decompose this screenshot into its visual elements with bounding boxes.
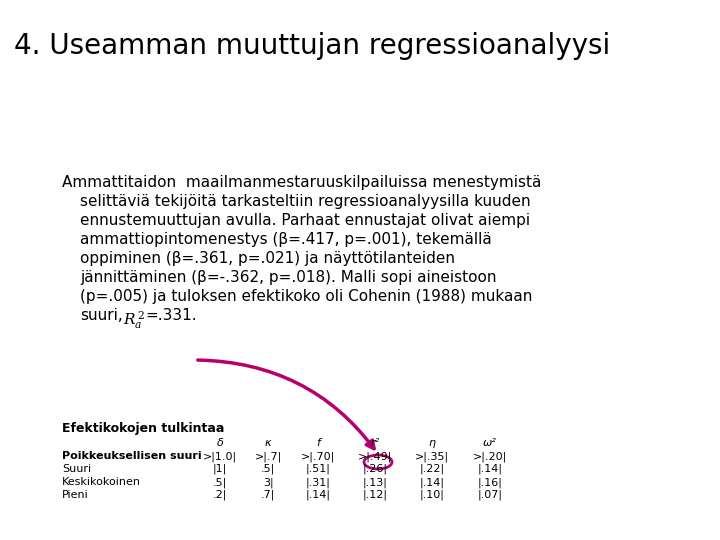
Text: jännittäminen (β=-.362, p=.018). Malli sopi aineistoon: jännittäminen (β=-.362, p=.018). Malli s… — [80, 270, 497, 285]
Text: Keskikokoinen: Keskikokoinen — [62, 477, 141, 487]
Text: $R_a^{\,2}$: $R_a^{\,2}$ — [123, 309, 145, 331]
Text: Pieni: Pieni — [62, 490, 89, 500]
Text: .5|: .5| — [261, 464, 275, 475]
Text: |.07|: |.07| — [477, 490, 503, 501]
Text: ammattiopintomenestys (β=.417, p=.001), tekemällä: ammattiopintomenestys (β=.417, p=.001), … — [80, 232, 492, 247]
Text: Suuri: Suuri — [62, 464, 91, 474]
Text: .7|: .7| — [261, 490, 275, 501]
Text: |.13|: |.13| — [363, 477, 387, 488]
Text: δ: δ — [217, 438, 223, 448]
Text: |.14|: |.14| — [305, 490, 330, 501]
Text: |.26|: |.26| — [362, 464, 387, 475]
Text: selittäviä tekijöitä tarkasteltiin regressioanalyysilla kuuden: selittäviä tekijöitä tarkasteltiin regre… — [80, 194, 531, 209]
Text: |1|: |1| — [213, 464, 227, 475]
Text: Ammattitaidon  maailmanmestaruuskilpailuissa menestymistä: Ammattitaidon maailmanmestaruuskilpailui… — [62, 175, 541, 190]
Text: |.16|: |.16| — [477, 477, 503, 488]
Text: 3|: 3| — [263, 477, 274, 488]
Text: >|1.0|: >|1.0| — [203, 451, 237, 462]
Text: f: f — [316, 438, 320, 448]
Text: |.31|: |.31| — [305, 477, 330, 488]
Text: 4. Useamman muuttujan regressioanalyysi: 4. Useamman muuttujan regressioanalyysi — [14, 32, 611, 60]
Text: ω²: ω² — [483, 438, 497, 448]
Text: suuri,: suuri, — [80, 308, 122, 323]
Text: oppiminen (β=.361, p=.021) ja näyttötilanteiden: oppiminen (β=.361, p=.021) ja näyttötila… — [80, 251, 455, 266]
Text: Efektikokojen tulkintaa: Efektikokojen tulkintaa — [62, 422, 225, 435]
FancyArrowPatch shape — [198, 360, 374, 449]
Text: |.14|: |.14| — [420, 477, 444, 488]
Text: .2|: .2| — [213, 490, 228, 501]
Text: |.14|: |.14| — [477, 464, 503, 475]
Text: >|.35|: >|.35| — [415, 451, 449, 462]
Text: r²: r² — [370, 438, 379, 448]
Text: |.51|: |.51| — [305, 464, 330, 475]
Text: η: η — [428, 438, 436, 448]
Text: κ: κ — [265, 438, 271, 448]
Text: >|.49|: >|.49| — [358, 451, 392, 462]
Text: |.22|: |.22| — [420, 464, 444, 475]
Text: >|.7|: >|.7| — [254, 451, 282, 462]
Text: .5|: .5| — [213, 477, 227, 488]
Text: (p=.005) ja tuloksen efektikoko oli Cohenin (1988) mukaan: (p=.005) ja tuloksen efektikoko oli Cohe… — [80, 289, 532, 304]
Text: =.331.: =.331. — [145, 308, 197, 323]
Text: |.10|: |.10| — [420, 490, 444, 501]
Text: ennustemuuttujan avulla. Parhaat ennustajat olivat aiempi: ennustemuuttujan avulla. Parhaat ennusta… — [80, 213, 530, 228]
Text: Poikkeuksellisen suuri: Poikkeuksellisen suuri — [62, 451, 202, 461]
Text: >|.70|: >|.70| — [301, 451, 335, 462]
Text: >|.20|: >|.20| — [473, 451, 507, 462]
Text: |.12|: |.12| — [362, 490, 387, 501]
